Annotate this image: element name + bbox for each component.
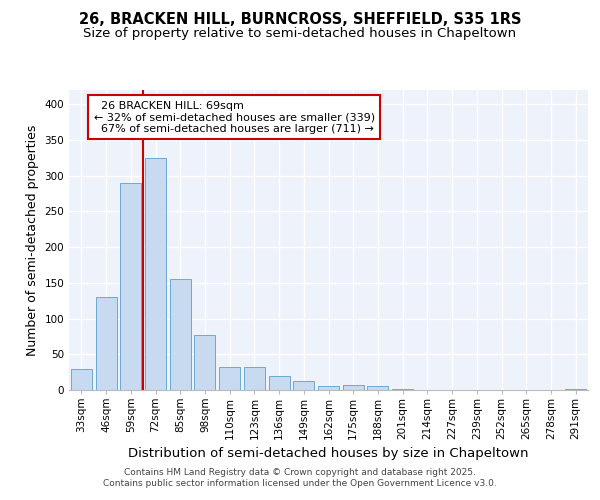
X-axis label: Distribution of semi-detached houses by size in Chapeltown: Distribution of semi-detached houses by …	[128, 448, 529, 460]
Bar	[120, 183, 141, 390]
Bar	[318, 386, 339, 390]
Text: 26, BRACKEN HILL, BURNCROSS, SHEFFIELD, S35 1RS: 26, BRACKEN HILL, BURNCROSS, SHEFFIELD, …	[79, 12, 521, 28]
Bar	[293, 380, 314, 390]
Bar	[367, 386, 388, 390]
Bar	[194, 335, 215, 390]
Bar	[170, 280, 191, 390]
Bar	[343, 385, 364, 390]
Text: Contains HM Land Registry data © Crown copyright and database right 2025.
Contai: Contains HM Land Registry data © Crown c…	[103, 468, 497, 487]
Bar	[244, 367, 265, 390]
Y-axis label: Number of semi-detached properties: Number of semi-detached properties	[26, 124, 39, 356]
Bar	[71, 368, 92, 390]
Bar	[95, 297, 116, 390]
Text: 26 BRACKEN HILL: 69sqm
← 32% of semi-detached houses are smaller (339)
  67% of : 26 BRACKEN HILL: 69sqm ← 32% of semi-det…	[94, 100, 375, 134]
Bar	[219, 367, 240, 390]
Bar	[269, 376, 290, 390]
Bar	[565, 388, 586, 390]
Text: Size of property relative to semi-detached houses in Chapeltown: Size of property relative to semi-detach…	[83, 28, 517, 40]
Bar	[145, 158, 166, 390]
